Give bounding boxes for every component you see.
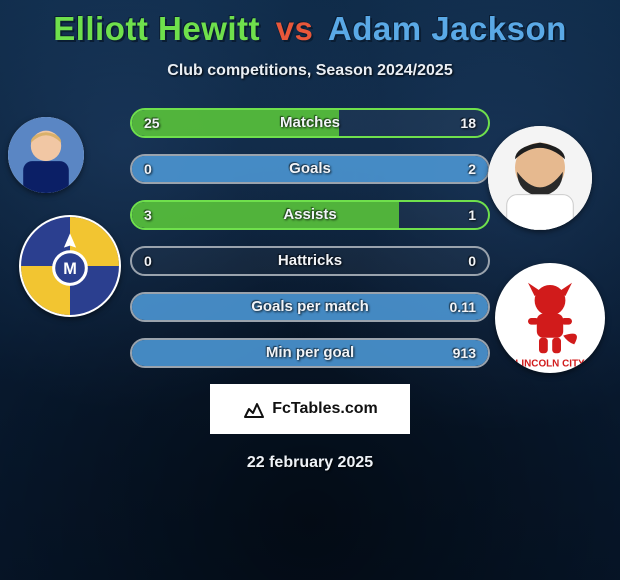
stat-value-left: 3 xyxy=(144,202,152,228)
stat-label: Goals per match xyxy=(132,294,488,320)
date-text: 22 february 2025 xyxy=(0,454,620,472)
stat-value-right: 0.11 xyxy=(450,294,476,320)
brand-text: FcTables.com xyxy=(272,400,378,418)
stat-value-right: 18 xyxy=(460,110,476,136)
stat-row: Min per goal913 xyxy=(130,338,490,368)
player1-avatar xyxy=(8,117,84,193)
stat-value-left: 0 xyxy=(144,248,152,274)
subtitle: Club competitions, Season 2024/2025 xyxy=(0,62,620,80)
svg-text:M: M xyxy=(63,260,77,278)
stat-row: Assists3 1 xyxy=(130,200,490,230)
stat-value-left: 0 xyxy=(144,156,152,182)
stats-panel: Matches2518Goals02Assists31Hattricks00Go… xyxy=(130,108,490,368)
stat-row: Goals0 2 xyxy=(130,154,490,184)
stat-value-left: 25 xyxy=(144,110,160,136)
stat-value-right: 913 xyxy=(453,340,476,366)
club2-crest: LINCOLN CITY xyxy=(495,263,605,373)
stat-label: Assists xyxy=(132,202,488,228)
stat-label: Hattricks xyxy=(132,248,488,274)
player2-avatar xyxy=(488,126,592,230)
comparison-title: Elliott Hewitt vs Adam Jackson xyxy=(0,10,620,48)
brand-icon xyxy=(242,397,266,421)
stat-value-right: 0 xyxy=(468,248,476,274)
stat-label: Matches xyxy=(132,110,488,136)
stat-row: Matches25 18 xyxy=(130,108,490,138)
brand-box: FcTables.com xyxy=(210,384,410,434)
stat-label: Min per goal xyxy=(132,340,488,366)
stat-label: Goals xyxy=(132,156,488,182)
vs-text: vs xyxy=(276,10,314,47)
player1-name: Elliott Hewitt xyxy=(53,10,260,47)
stat-row: Hattricks0 0 xyxy=(130,246,490,276)
stat-value-right: 2 xyxy=(468,156,476,182)
player2-name: Adam Jackson xyxy=(328,10,567,47)
stat-value-right: 1 xyxy=(468,202,476,228)
club1-crest: M xyxy=(19,215,121,317)
stat-row: Goals per match0.11 xyxy=(130,292,490,322)
